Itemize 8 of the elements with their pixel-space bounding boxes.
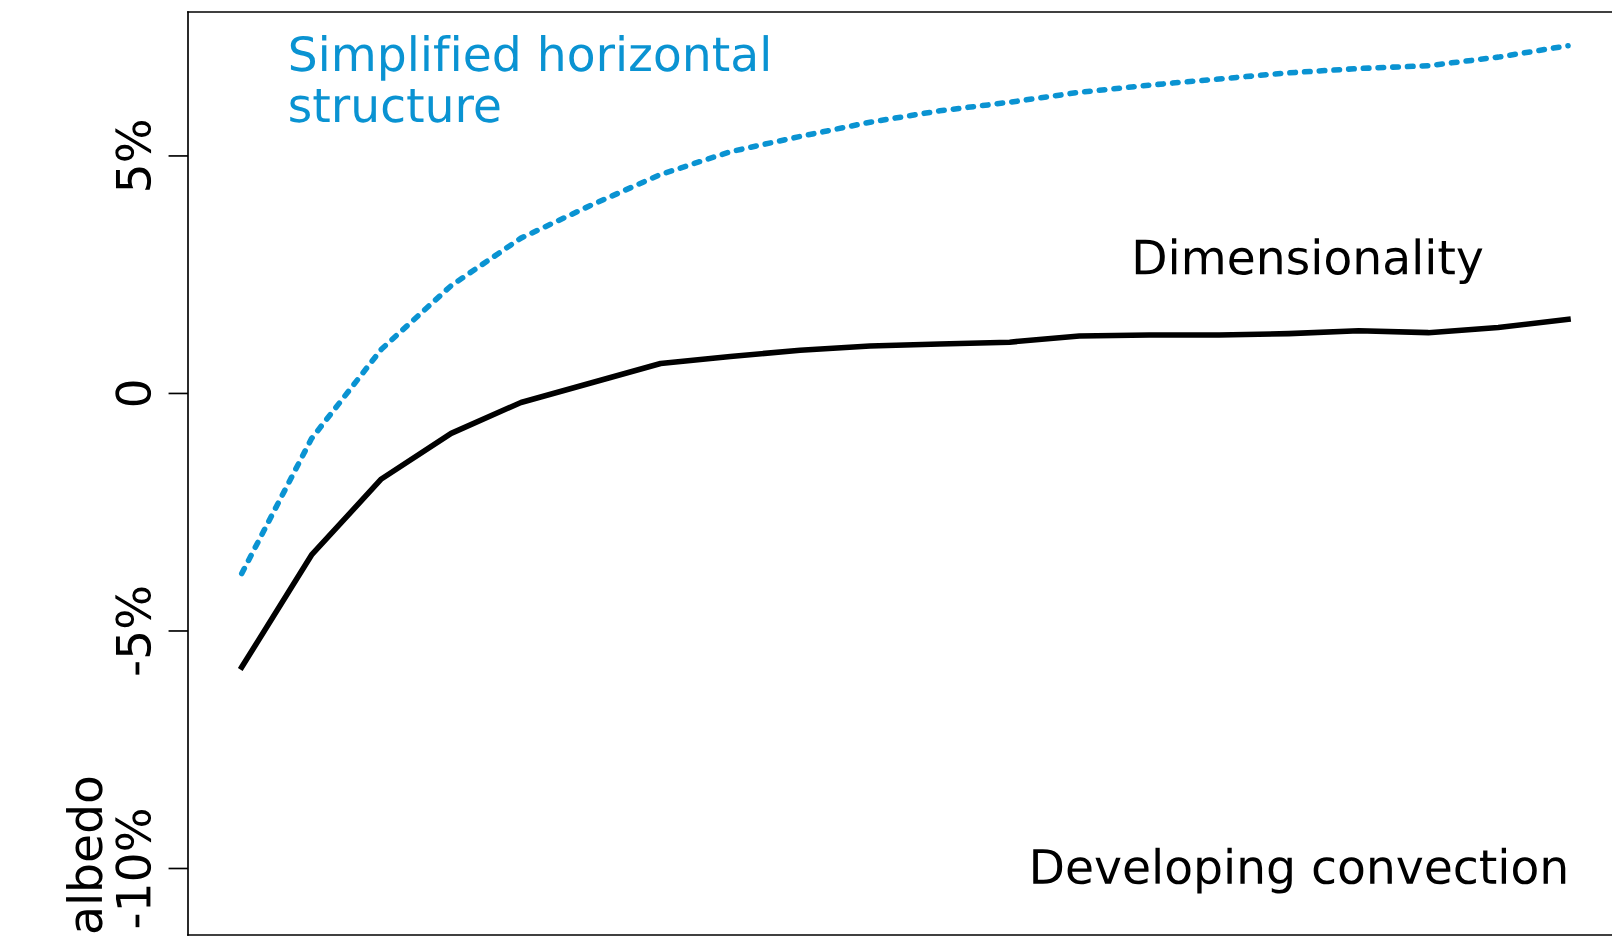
y-tick-label: 0 <box>115 381 152 406</box>
series-label: Simplified horizontal structure <box>290 35 768 123</box>
y-tick-label: -5% <box>115 587 152 675</box>
y-tick-label: 5% <box>115 121 152 190</box>
series-label: Dimensionality <box>1135 238 1483 285</box>
annotation: Developing convection <box>1033 847 1566 894</box>
y-tick-label: -10% <box>115 810 152 928</box>
y-axis-title: albedo <box>66 777 103 933</box>
